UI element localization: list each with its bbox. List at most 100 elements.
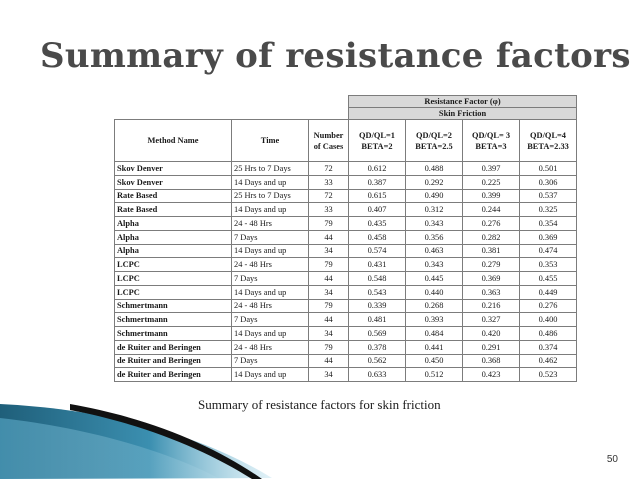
cell-ratio-2: 0.343 — [405, 216, 463, 231]
cell-cases: 79 — [308, 216, 349, 231]
cell-time: 14 Days and up — [231, 174, 309, 190]
cell-ratio-3: 0.225 — [462, 174, 520, 190]
cell-cases: 72 — [308, 161, 349, 176]
cell-time: 14 Days and up — [231, 367, 309, 382]
cell-ratio-3: 0.282 — [462, 229, 520, 245]
slide-title: Summary of resistance factors — [40, 36, 631, 76]
cell-ratio-4: 0.369 — [518, 229, 578, 245]
cell-time: 24 - 48 Hrs — [231, 339, 309, 355]
table-row: LCPC 7 Days 44 0.548 0.445 0.369 0.455 — [114, 271, 578, 286]
cell-time: 14 Days and up — [231, 243, 309, 259]
cell-ratio-1: 0.458 — [348, 229, 406, 245]
cell-ratio-2: 0.343 — [405, 257, 463, 272]
table-row: Schmertmann 24 - 48 Hrs 79 0.339 0.268 0… — [114, 298, 578, 314]
cell-ratio-2: 0.312 — [405, 202, 463, 217]
cell-cases: 34 — [308, 243, 349, 259]
cell-ratio-2: 0.488 — [405, 161, 463, 176]
header-ratio-4-line2: BETA=2.33 — [527, 141, 569, 151]
cell-cases: 34 — [308, 326, 349, 341]
cell-method: Rate Based — [114, 188, 232, 204]
cell-ratio-3: 0.381 — [462, 243, 520, 259]
cell-ratio-2: 0.440 — [405, 284, 463, 300]
cell-ratio-4: 0.474 — [518, 243, 578, 259]
table-row: de Ruiter and Beringen 7 Days 44 0.562 0… — [114, 353, 578, 369]
cell-ratio-1: 0.574 — [348, 243, 406, 259]
header-time: Time — [231, 119, 309, 162]
cell-method: Skov Denver — [114, 161, 232, 176]
cell-ratio-2: 0.356 — [405, 229, 463, 245]
table-row: Alpha 7 Days 44 0.458 0.356 0.282 0.369 — [114, 229, 578, 245]
cell-time: 14 Days and up — [231, 326, 309, 341]
cell-time: 25 Hrs to 7 Days — [231, 188, 309, 204]
cell-ratio-1: 0.615 — [348, 188, 406, 204]
header-ratio-3: QD/QL= 3 BETA=3 — [462, 119, 520, 162]
table-row: LCPC 14 Days and up 34 0.543 0.440 0.363… — [114, 284, 578, 300]
header-ratio-2-line1: QD/QL=2 — [416, 130, 452, 140]
cell-method: Schmertmann — [114, 298, 232, 314]
table-row: Alpha 24 - 48 Hrs 79 0.435 0.343 0.276 0… — [114, 216, 578, 231]
table-row: de Ruiter and Beringen 14 Days and up 34… — [114, 367, 578, 382]
cell-ratio-2: 0.463 — [405, 243, 463, 259]
table-row: LCPC 24 - 48 Hrs 79 0.431 0.343 0.279 0.… — [114, 257, 578, 272]
cell-time: 25 Hrs to 7 Days — [231, 161, 309, 176]
cell-ratio-2: 0.484 — [405, 326, 463, 341]
cell-ratio-4: 0.325 — [518, 202, 578, 217]
header-ratio-1-line1: QD/QL=1 — [359, 130, 395, 140]
header-ratio-3-line1: QD/QL= 3 — [471, 130, 511, 140]
cell-ratio-3: 0.327 — [462, 312, 520, 327]
cell-method: LCPC — [114, 284, 232, 300]
cell-method: de Ruiter and Beringen — [114, 339, 232, 355]
cell-ratio-3: 0.397 — [462, 161, 520, 176]
cell-method: LCPC — [114, 257, 232, 272]
table-row: de Ruiter and Beringen 24 - 48 Hrs 79 0.… — [114, 339, 578, 355]
cell-method: Alpha — [114, 216, 232, 231]
page-number: 50 — [606, 454, 618, 465]
table-row: Schmertmann 7 Days 44 0.481 0.393 0.327 … — [114, 312, 578, 327]
header-ratio-3-line2: BETA=3 — [475, 141, 507, 151]
cell-ratio-4: 0.400 — [518, 312, 578, 327]
cell-ratio-2: 0.268 — [405, 298, 463, 314]
header-ratio-1-line2: BETA=2 — [361, 141, 393, 151]
header-ratio-2: QD/QL=2 BETA=2.5 — [405, 119, 463, 162]
cell-ratio-2: 0.441 — [405, 339, 463, 355]
cell-method: de Ruiter and Beringen — [114, 353, 232, 369]
header-number-of-cases-line1: Number — [313, 130, 344, 140]
table-row: Schmertmann 14 Days and up 34 0.569 0.48… — [114, 326, 578, 341]
cell-ratio-3: 0.369 — [462, 271, 520, 286]
header-ratio-4-line1: QD/QL=4 — [530, 130, 566, 140]
cell-ratio-2: 0.445 — [405, 271, 463, 286]
cell-ratio-1: 0.407 — [348, 202, 406, 217]
cell-ratio-1: 0.378 — [348, 339, 406, 355]
cell-method: Schmertmann — [114, 326, 232, 341]
cell-ratio-1: 0.431 — [348, 257, 406, 272]
cell-ratio-4: 0.523 — [518, 367, 578, 382]
cell-ratio-3: 0.244 — [462, 202, 520, 217]
cell-ratio-4: 0.374 — [518, 339, 578, 355]
cell-method: Rate Based — [114, 202, 232, 217]
table-row: Rate Based 25 Hrs to 7 Days 72 0.615 0.4… — [114, 188, 578, 204]
header-ratio-4: QD/QL=4 BETA=2.33 — [518, 119, 578, 162]
cell-ratio-2: 0.292 — [405, 174, 463, 190]
cell-cases: 44 — [308, 229, 349, 245]
resistance-factors-table: Resistance Factor (φ) Skin Friction Meth… — [114, 95, 578, 382]
cell-ratio-1: 0.339 — [348, 298, 406, 314]
cell-method: Skov Denver — [114, 174, 232, 190]
table-row: Skov Denver 25 Hrs to 7 Days 72 0.612 0.… — [114, 161, 578, 176]
cell-ratio-4: 0.455 — [518, 271, 578, 286]
header-group-resistance-factor: Resistance Factor (φ) — [347, 95, 578, 108]
cell-ratio-2: 0.393 — [405, 312, 463, 327]
cell-ratio-1: 0.435 — [348, 216, 406, 231]
table-row: Rate Based 14 Days and up 33 0.407 0.312… — [114, 202, 578, 217]
cell-ratio-1: 0.612 — [348, 161, 406, 176]
swoosh-black-stroke — [70, 404, 262, 479]
table-row: Skov Denver 14 Days and up 33 0.387 0.29… — [114, 174, 578, 190]
cell-time: 14 Days and up — [231, 284, 309, 300]
cell-ratio-4: 0.537 — [518, 188, 578, 204]
header-skin-friction: Skin Friction — [347, 107, 578, 120]
cell-time: 7 Days — [231, 271, 309, 286]
cell-time: 24 - 48 Hrs — [231, 298, 309, 314]
cell-method: Alpha — [114, 243, 232, 259]
cell-cases: 79 — [308, 339, 349, 355]
cell-time: 7 Days — [231, 312, 309, 327]
cell-time: 7 Days — [231, 229, 309, 245]
